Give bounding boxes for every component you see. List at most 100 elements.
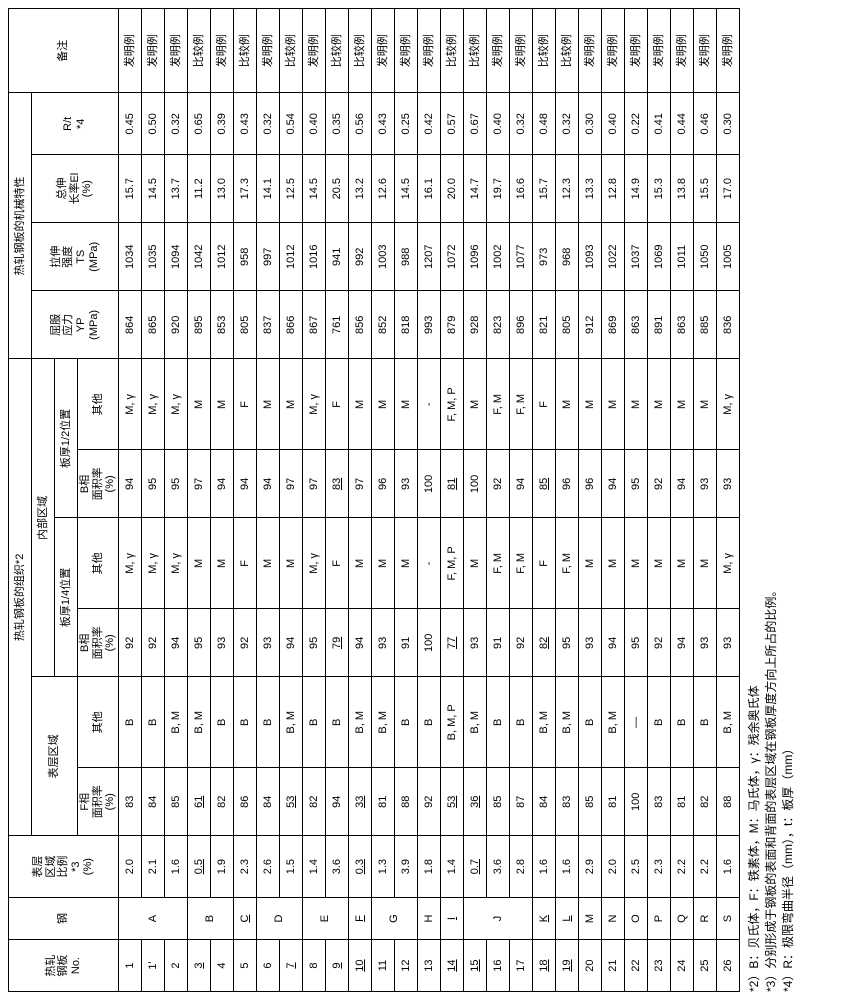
- cell-ts: 1016: [302, 223, 325, 291]
- cell-remark: 发明例: [647, 9, 670, 93]
- cell-o14: M: [187, 518, 210, 609]
- cell-surface-other: B, M: [348, 677, 371, 768]
- cell-ts: 1093: [578, 223, 601, 291]
- hdr-f: F相面积率(%): [78, 768, 119, 836]
- cell-no: 24: [670, 940, 693, 992]
- cell-o12: M: [371, 359, 394, 450]
- cell-el: 17.0: [716, 155, 739, 223]
- cell-b12: 94: [601, 450, 624, 518]
- cell-rt: 0.43: [371, 93, 394, 155]
- cell-b14: 92: [509, 609, 532, 677]
- cell-ratio: 2.8: [509, 836, 532, 898]
- cell-no: 23: [647, 940, 670, 992]
- cell-surface-other: B: [325, 677, 348, 768]
- cell-surface-other: B, M: [716, 677, 739, 768]
- cell-surface-other: B, M, P: [440, 677, 463, 768]
- cell-o14: F, M, P: [440, 518, 463, 609]
- hdr-o1: 其他: [78, 518, 119, 609]
- cell-ts: 1077: [509, 223, 532, 291]
- cell-rt: 0.22: [624, 93, 647, 155]
- cell-surface-other: B: [394, 677, 417, 768]
- cell-o12: F, M: [509, 359, 532, 450]
- cell-el: 14.5: [141, 155, 164, 223]
- cell-o12: M: [187, 359, 210, 450]
- cell-b14: 93: [210, 609, 233, 677]
- cell-o14: M: [578, 518, 601, 609]
- cell-remark: 发明例: [118, 9, 141, 93]
- table-row: 163.685B91F, M92F, M823100219.70.40发明例: [486, 9, 509, 992]
- cell-no: 26: [716, 940, 739, 992]
- cell-b14: 93: [256, 609, 279, 677]
- cell-o12: M: [693, 359, 716, 450]
- table-row: 172.887B92F, M94F, M896107716.60.32发明例: [509, 9, 532, 992]
- table-row: 3B0.561B, M95M97M895104211.20.65比较例: [187, 9, 210, 992]
- cell-o12: F: [233, 359, 256, 450]
- cell-el: 14.5: [302, 155, 325, 223]
- cell-f: 83: [647, 768, 670, 836]
- cell-f: 92: [417, 768, 440, 836]
- cell-b12: 81: [440, 450, 463, 518]
- cell-steel: I: [440, 897, 463, 939]
- table-row: 23P2.383B92M92M891106915.30.41发明例: [647, 9, 670, 992]
- page-container: 热轧钢板No. 钢 表层区域比例*3(%) 热轧钢板的组织*2 热轧钢板的机械特…: [8, 8, 845, 992]
- cell-ts: 992: [348, 223, 371, 291]
- cell-o14: F: [325, 518, 348, 609]
- hdr-q14: 板厚1/4位置: [55, 518, 78, 677]
- cell-yp: 866: [279, 291, 302, 359]
- cell-f: 61: [187, 768, 210, 836]
- cell-ts: 1037: [624, 223, 647, 291]
- cell-rt: 0.35: [325, 93, 348, 155]
- cell-yp: 885: [693, 291, 716, 359]
- cell-steel: K: [532, 897, 555, 939]
- cell-b12: 97: [187, 450, 210, 518]
- cell-o12: F: [532, 359, 555, 450]
- table-row: 13H1.892B100-100-993120716.10.42发明例: [417, 9, 440, 992]
- cell-o14: M: [371, 518, 394, 609]
- cell-o12: M: [348, 359, 371, 450]
- cell-el: 12.3: [555, 155, 578, 223]
- cell-yp: 856: [348, 291, 371, 359]
- cell-o14: M, γ: [164, 518, 187, 609]
- hdr-surface-grp: 表层区域: [32, 677, 78, 836]
- cell-yp: 920: [164, 291, 187, 359]
- cell-rt: 0.32: [509, 93, 532, 155]
- cell-ratio: 3.6: [486, 836, 509, 898]
- cell-el: 15.5: [693, 155, 716, 223]
- cell-b14: 92: [141, 609, 164, 677]
- cell-el: 15.7: [118, 155, 141, 223]
- cell-el: 20.5: [325, 155, 348, 223]
- cell-no: 21: [601, 940, 624, 992]
- cell-ts: 988: [394, 223, 417, 291]
- cell-o12: -: [417, 359, 440, 450]
- cell-remark: 发明例: [509, 9, 532, 93]
- cell-b12: 96: [578, 450, 601, 518]
- cell-b12: 94: [210, 450, 233, 518]
- cell-rt: 0.50: [141, 93, 164, 155]
- cell-o12: M, γ: [118, 359, 141, 450]
- cell-remark: 比较例: [532, 9, 555, 93]
- cell-no: 15: [463, 940, 486, 992]
- hdr-remarks: 备注: [9, 9, 119, 93]
- cell-o14: F, M: [509, 518, 532, 609]
- data-table: 热轧钢板No. 钢 表层区域比例*3(%) 热轧钢板的组织*2 热轧钢板的机械特…: [8, 8, 740, 992]
- cell-o14: M: [624, 518, 647, 609]
- cell-b14: 100: [417, 609, 440, 677]
- cell-b12: 83: [325, 450, 348, 518]
- cell-ratio: 2.3: [233, 836, 256, 898]
- cell-steel: F: [348, 897, 371, 939]
- hdr-el: 总伸长率El(%): [32, 155, 119, 223]
- cell-ts: 1012: [279, 223, 302, 291]
- cell-rt: 0.57: [440, 93, 463, 155]
- cell-o14: F: [532, 518, 555, 609]
- hdr-no: 热轧钢板No.: [9, 940, 119, 992]
- hdr-ratio: 表层区域比例*3(%): [9, 836, 119, 898]
- cell-remark: 比较例: [279, 9, 302, 93]
- cell-o14: M: [693, 518, 716, 609]
- cell-b14: 94: [670, 609, 693, 677]
- cell-ts: 941: [325, 223, 348, 291]
- cell-surface-other: B: [693, 677, 716, 768]
- cell-b14: 92: [118, 609, 141, 677]
- cell-f: 88: [716, 768, 739, 836]
- cell-remark: 发明例: [371, 9, 394, 93]
- hdr-b1: B相面积率(%): [78, 609, 119, 677]
